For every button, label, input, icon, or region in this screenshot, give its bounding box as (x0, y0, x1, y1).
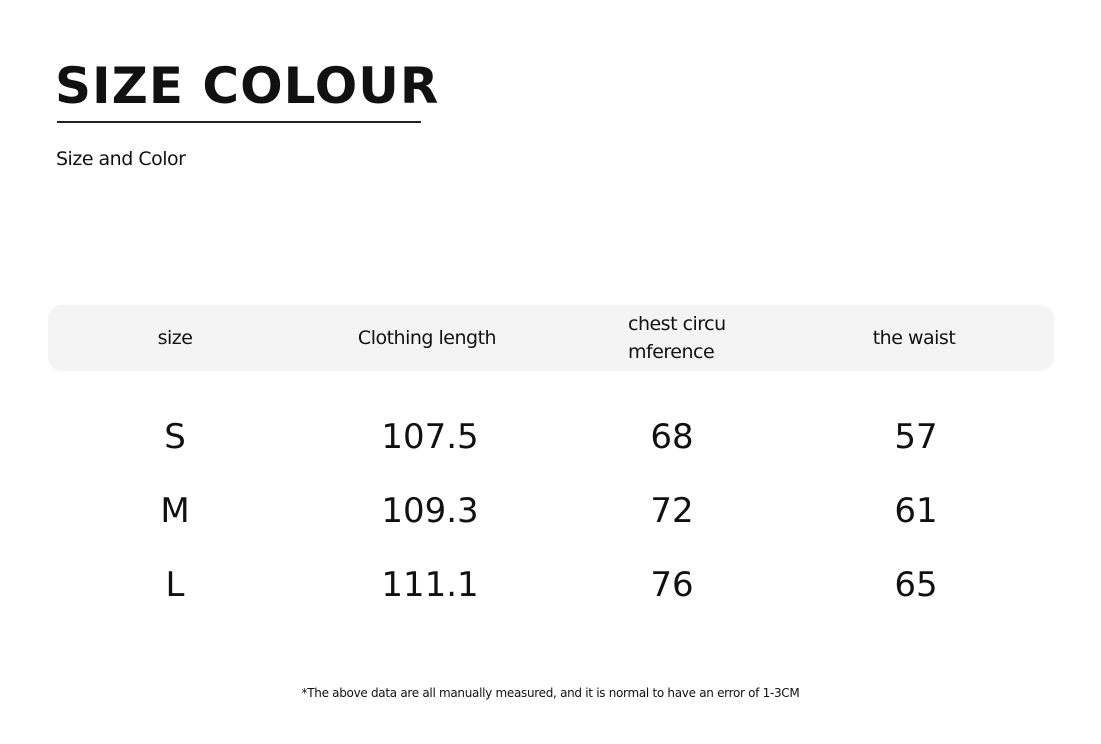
cell-chest: 76 (650, 565, 694, 605)
page-title: SIZE COLOUR (55, 57, 440, 115)
cell-waist: 57 (894, 417, 938, 457)
title-divider (57, 121, 421, 123)
cell-waist: 65 (894, 565, 938, 605)
footnote: *The above data are all manually measure… (301, 686, 800, 700)
cell-chest: 68 (650, 417, 694, 457)
column-header-clothing-length: Clothing length (357, 327, 497, 349)
cell-size: L (165, 565, 185, 605)
cell-size: M (160, 491, 190, 531)
cell-length: 107.5 (381, 417, 479, 457)
page-subtitle: Size and Color (56, 148, 186, 170)
cell-waist: 61 (894, 491, 938, 531)
cell-length: 109.3 (381, 491, 479, 531)
cell-size: S (164, 417, 186, 457)
column-header-chest: chest circu mference (628, 313, 726, 363)
column-header-size: size (157, 327, 193, 349)
table-row: L 111.1 76 65 (0, 560, 1101, 610)
cell-chest: 72 (650, 491, 694, 531)
table-row: S 107.5 68 57 (0, 412, 1101, 462)
column-header-waist: the waist (872, 327, 956, 349)
cell-length: 111.1 (381, 565, 479, 605)
table-row: M 109.3 72 61 (0, 486, 1101, 536)
table-header: size Clothing length chest circu mferenc… (48, 305, 1054, 371)
